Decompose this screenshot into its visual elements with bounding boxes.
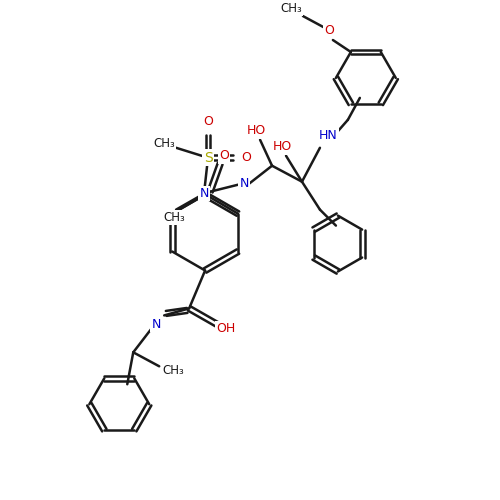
Text: O: O	[203, 116, 213, 128]
Text: HN: HN	[318, 130, 338, 142]
Text: O: O	[219, 150, 229, 162]
Text: N: N	[200, 187, 208, 200]
Text: HO: HO	[246, 124, 266, 138]
Text: S: S	[204, 151, 212, 165]
Text: OH: OH	[216, 322, 236, 335]
Text: N: N	[152, 318, 161, 331]
Text: CH₃: CH₃	[153, 138, 175, 150]
Text: HO: HO	[272, 140, 291, 153]
Text: N: N	[240, 177, 249, 190]
Text: CH₃: CH₃	[280, 2, 302, 15]
Text: CH₃: CH₃	[163, 211, 185, 224]
Text: CH₃: CH₃	[162, 364, 184, 377]
Text: O: O	[241, 152, 251, 164]
Text: O: O	[324, 24, 334, 36]
